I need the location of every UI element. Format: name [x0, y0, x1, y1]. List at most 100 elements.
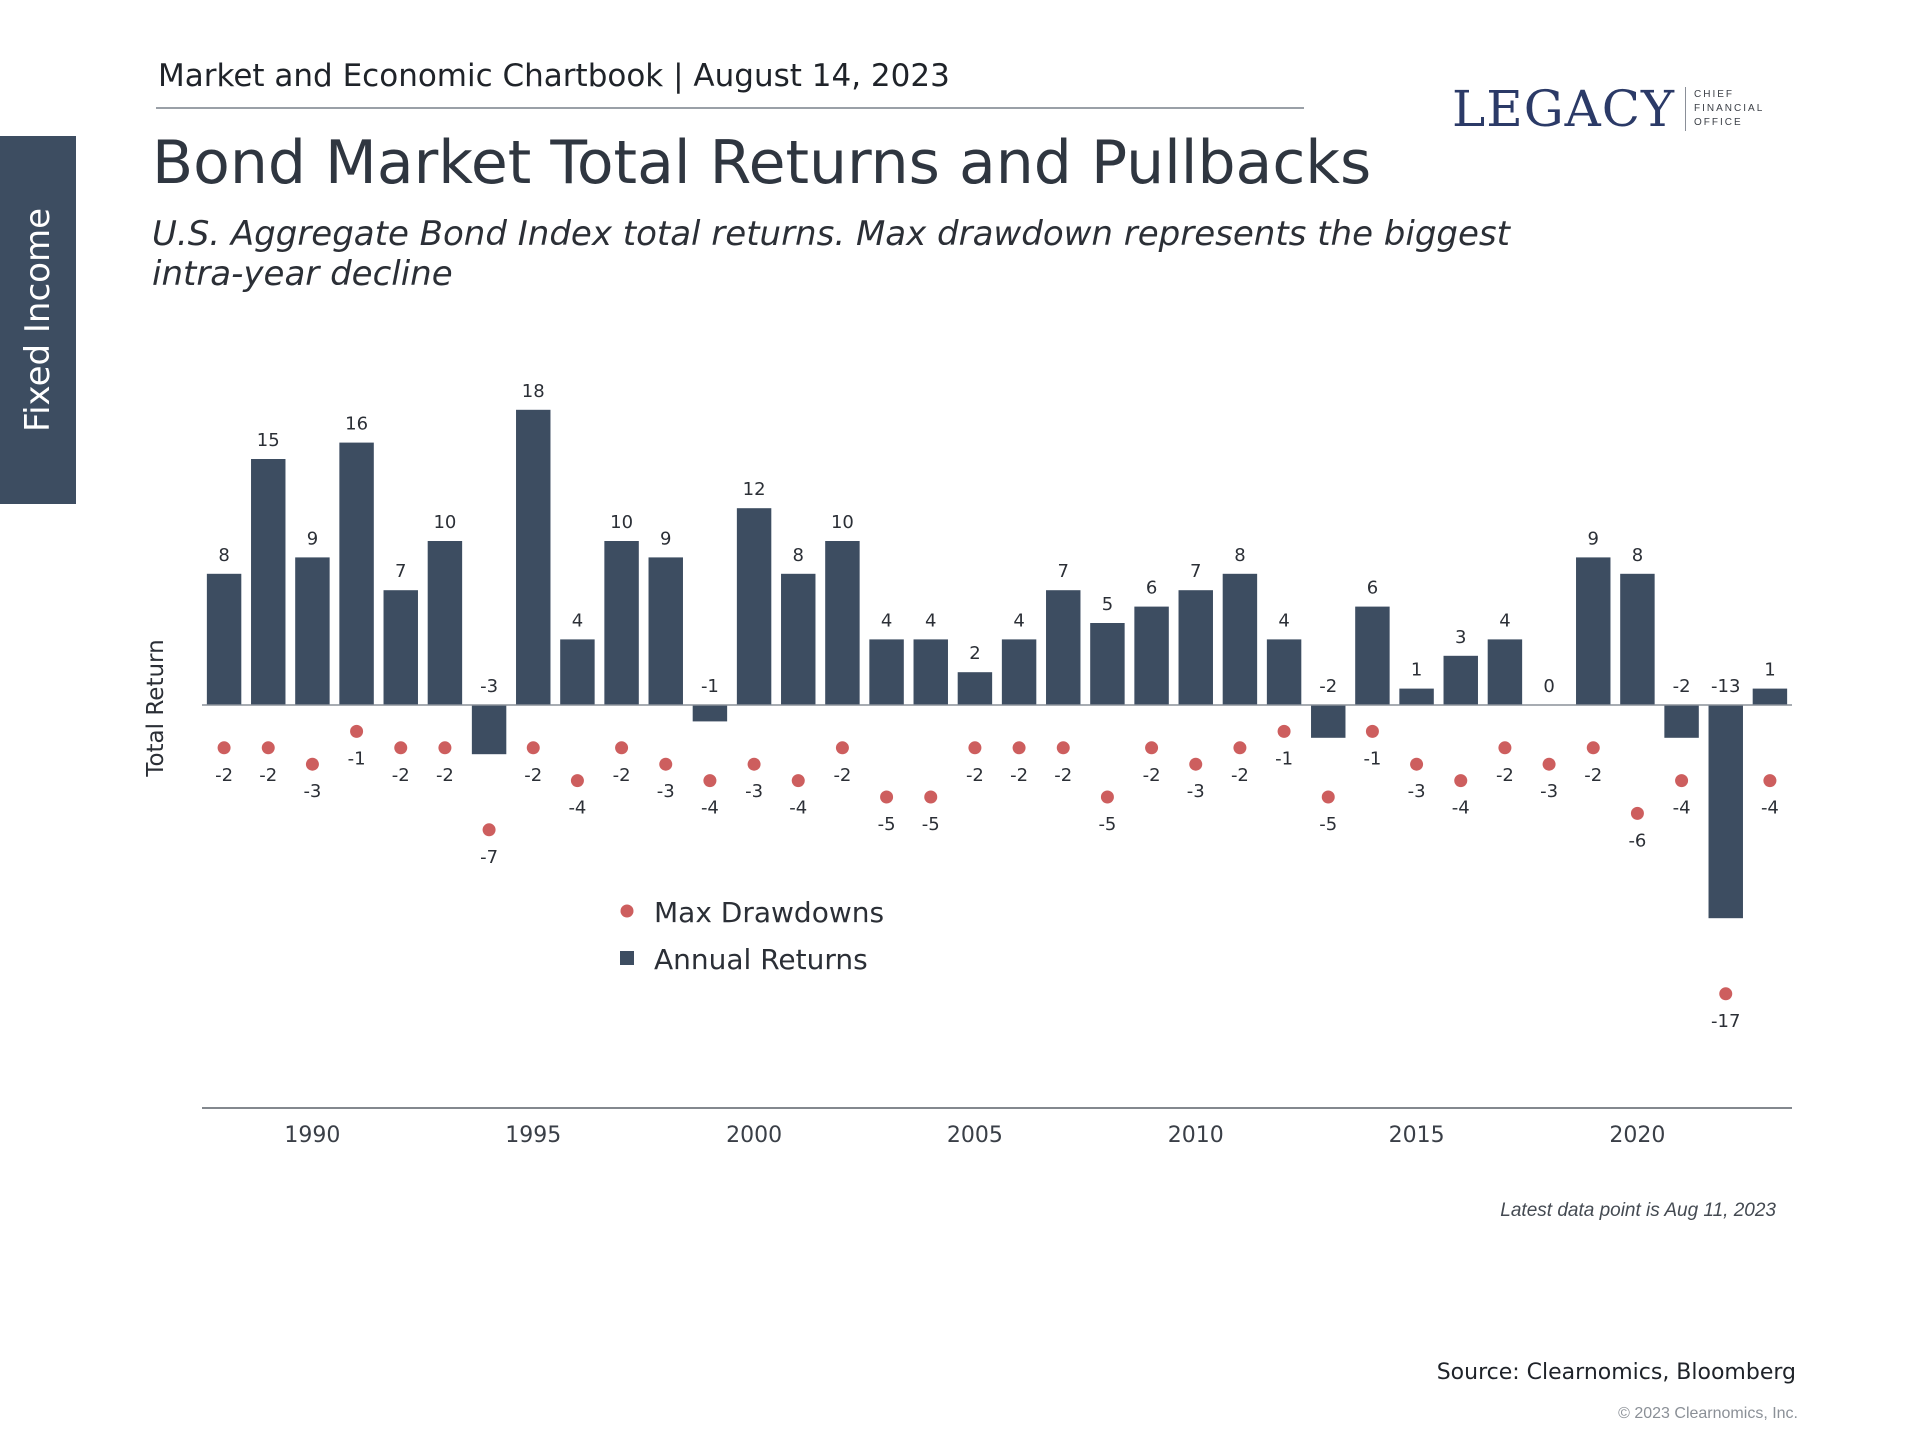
return-bar: [1090, 623, 1125, 705]
drawdown-dot: [1012, 741, 1026, 755]
drawdown-dot: [1630, 806, 1644, 820]
return-bar: [1001, 639, 1037, 705]
latest-data-note: Latest data point is Aug 11, 2023: [1500, 1200, 1776, 1221]
return-bar: [206, 573, 242, 705]
header-rule: [156, 107, 1304, 109]
drawdown-label: -2: [1584, 765, 1602, 786]
subtitle-line-2: intra-year decline: [152, 254, 453, 294]
drawdown-dot: [305, 757, 319, 771]
return-label: 9: [307, 528, 318, 549]
drawdown-dot: [1233, 741, 1247, 755]
legacy-logo: LEGACY CHIEF FINANCIAL OFFICE: [1452, 80, 1764, 138]
return-bar: [471, 705, 507, 755]
drawdown-label: -2: [1143, 765, 1161, 786]
x-tick-label: 2015: [1389, 1123, 1445, 1148]
drawdown-dot: [703, 774, 717, 788]
return-bar: [1134, 606, 1169, 705]
return-bar: [1576, 557, 1611, 705]
return-bar: [825, 541, 860, 705]
drawdown-label: -4: [568, 798, 586, 819]
page-title: Bond Market Total Returns and Pullbacks: [152, 128, 1372, 198]
x-tick-label: 2020: [1609, 1123, 1665, 1148]
page-subtitle: U.S. Aggregate Bond Index total returns.…: [152, 214, 1510, 294]
drawdown-label: -2: [215, 765, 233, 786]
return-label: 12: [743, 479, 766, 500]
legend-label: Max Drawdowns: [654, 896, 884, 929]
return-label: 8: [1632, 545, 1643, 566]
drawdown-label: -1: [1363, 748, 1381, 769]
x-tick-label: 1990: [284, 1123, 340, 1148]
drawdown-dot: [1454, 774, 1468, 788]
drawdown-label: -2: [1054, 765, 1072, 786]
return-label: -3: [480, 676, 498, 697]
legend-dot-marker: [620, 904, 634, 918]
drawdown-label: -2: [1496, 765, 1514, 786]
return-bar: [1266, 639, 1302, 705]
return-label: 4: [1278, 610, 1289, 631]
return-label: 3: [1455, 627, 1466, 648]
drawdown-dot: [924, 790, 938, 804]
drawdown-dot: [1277, 724, 1291, 738]
drawdown-label: -5: [1319, 814, 1337, 835]
drawdown-label: -4: [701, 798, 719, 819]
return-label: 8: [1234, 545, 1245, 566]
drawdown-label: -5: [922, 814, 940, 835]
return-bar: [295, 557, 330, 705]
return-label: 9: [1588, 528, 1599, 549]
drawdown-label: -1: [348, 748, 366, 769]
return-bar: [1046, 590, 1081, 705]
return-label: 10: [610, 512, 633, 533]
source-text: Source: Clearnomics, Bloomberg: [1436, 1360, 1796, 1385]
chartbook-header: Market and Economic Chartbook | August 1…: [158, 58, 950, 94]
return-bar: [1355, 606, 1390, 705]
return-bar: [913, 639, 948, 705]
subtitle-line-1: U.S. Aggregate Bond Index total returns.…: [152, 214, 1510, 254]
return-label: 1: [1411, 660, 1422, 681]
return-label: 7: [1190, 561, 1201, 582]
return-bar: [1752, 688, 1788, 705]
legend-label: Annual Returns: [654, 943, 868, 976]
logo-line-3: OFFICE: [1694, 117, 1743, 128]
drawdown-label: -3: [303, 781, 321, 802]
drawdown-dot: [350, 724, 364, 738]
return-label: 16: [345, 414, 368, 435]
drawdown-label: -6: [1628, 830, 1646, 851]
drawdown-dot: [1410, 757, 1424, 771]
return-bar: [957, 672, 993, 705]
drawdown-label: -3: [1540, 781, 1558, 802]
x-tick-label: 2010: [1168, 1123, 1224, 1148]
drawdown-dot: [747, 757, 761, 771]
return-bar: [251, 459, 286, 705]
return-bar: [339, 442, 374, 705]
drawdown-label: -2: [1231, 765, 1249, 786]
return-label: 4: [925, 610, 936, 631]
drawdown-dot: [1100, 790, 1114, 804]
logo-line-2: FINANCIAL: [1694, 103, 1765, 114]
drawdown-label: -1: [1275, 748, 1293, 769]
return-label: 8: [218, 545, 229, 566]
return-bar: [1664, 705, 1699, 738]
logo-subtext: CHIEF FINANCIAL OFFICE: [1694, 88, 1764, 130]
drawdown-dot: [482, 823, 496, 837]
drawdown-label: -3: [1408, 781, 1426, 802]
drawdown-dot: [261, 741, 275, 755]
return-bar: [1487, 639, 1523, 705]
return-label: 15: [257, 430, 280, 451]
return-label: 1: [1764, 660, 1775, 681]
drawdown-label: -4: [1673, 798, 1691, 819]
return-label: 8: [793, 545, 804, 566]
drawdown-label: -3: [745, 781, 763, 802]
return-bar: [736, 508, 772, 705]
return-bar: [869, 639, 904, 705]
drawdown-label: -2: [1010, 765, 1028, 786]
drawdown-label: -5: [878, 814, 896, 835]
logo-divider: [1685, 87, 1687, 131]
drawdown-dot: [1321, 790, 1335, 804]
drawdown-dot: [1145, 741, 1159, 755]
drawdown-label: -5: [1098, 814, 1116, 835]
drawdown-dot: [1719, 987, 1733, 1001]
drawdown-dot: [1675, 774, 1689, 788]
return-label: 6: [1367, 578, 1378, 599]
return-label: 6: [1146, 578, 1157, 599]
drawdown-dot: [526, 741, 540, 755]
